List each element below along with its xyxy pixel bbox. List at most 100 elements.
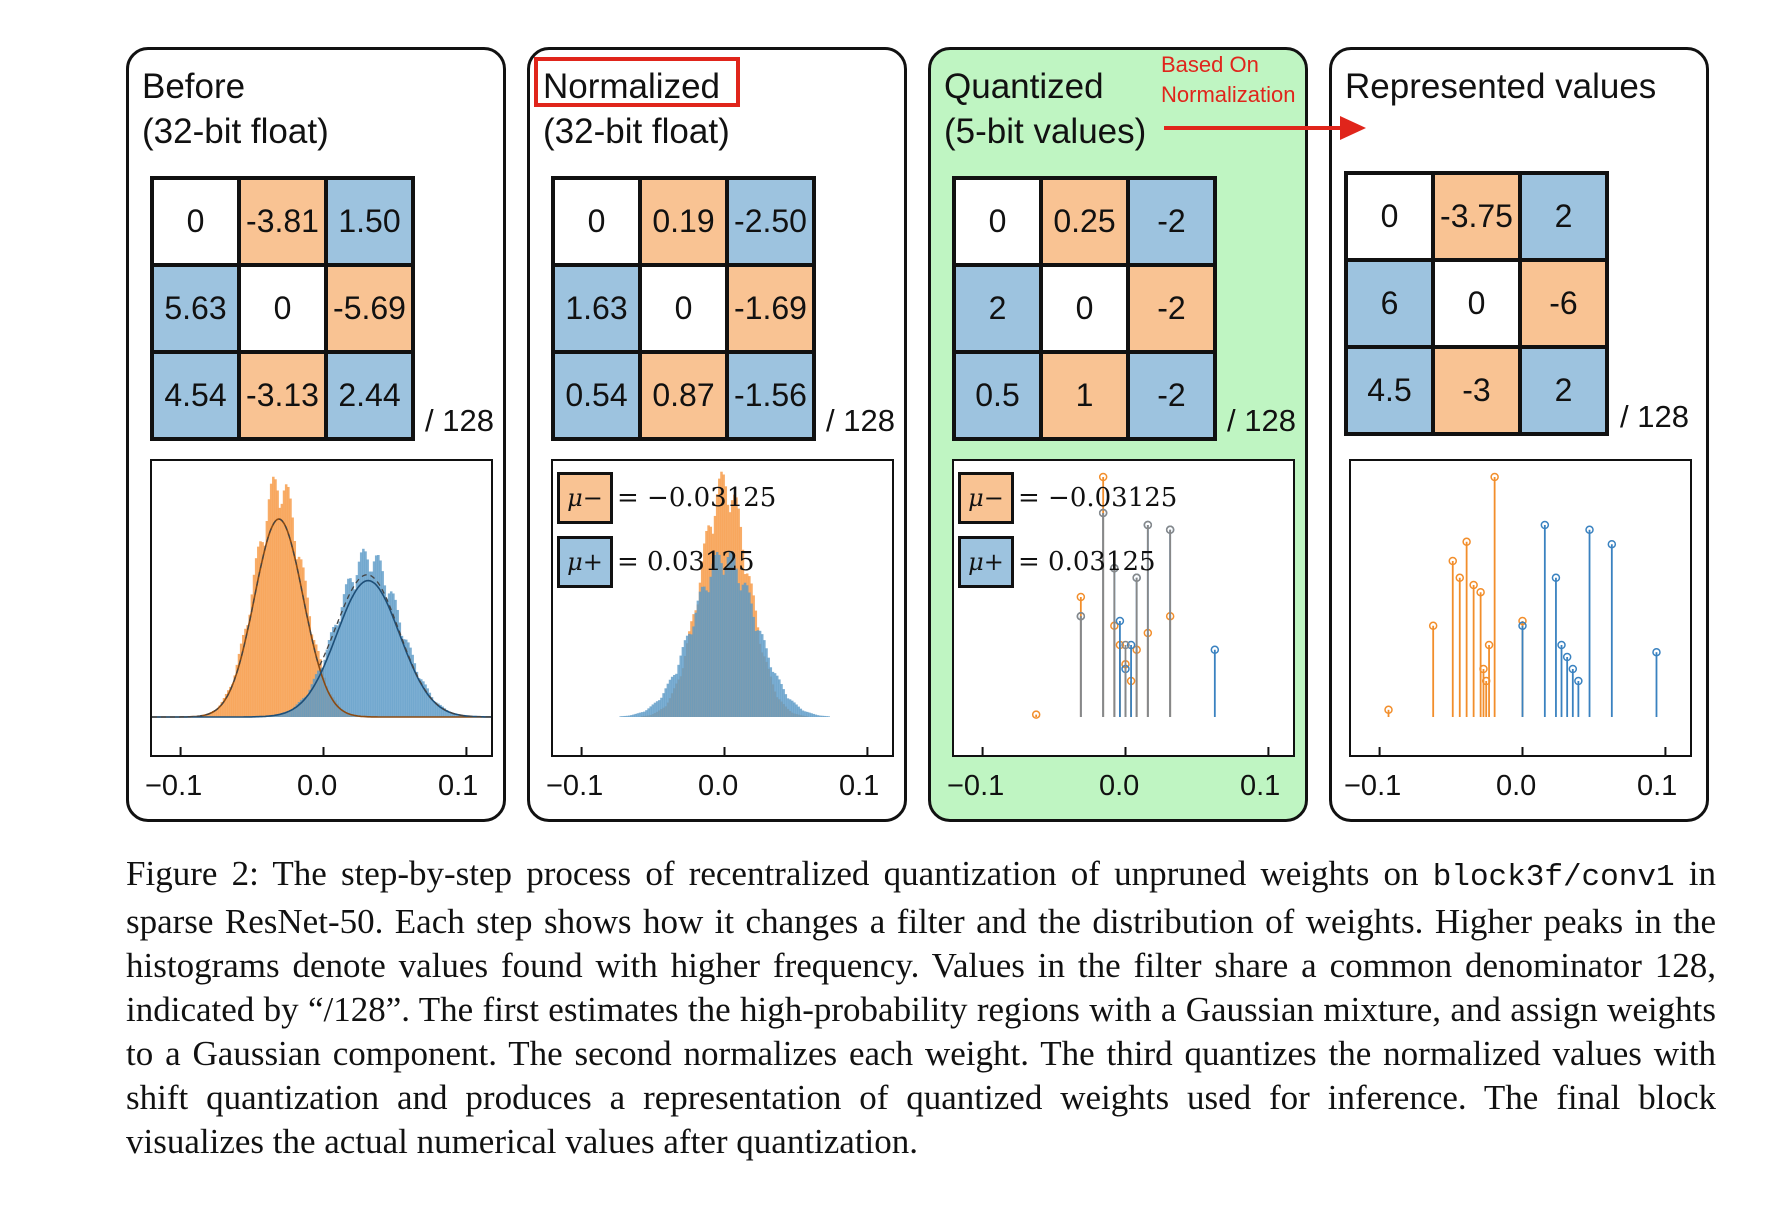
histogram-bar xyxy=(677,664,680,717)
legend-swatch-blue: μ+ xyxy=(958,536,1014,588)
histogram-bar xyxy=(739,590,743,717)
histogram-bar xyxy=(649,706,653,717)
grid-cell: 0 xyxy=(553,178,640,265)
histogram-bar xyxy=(276,490,279,717)
histogram-bar xyxy=(688,633,691,717)
x-tick-label: −0.1 xyxy=(145,770,203,802)
stem-marker xyxy=(1585,525,1594,535)
grid-cell: 5.63 xyxy=(152,265,239,352)
legend-mu-minus: μ− = −0.03125 xyxy=(557,472,776,524)
grid-cell: -5.69 xyxy=(326,265,413,352)
histogram-bar xyxy=(409,647,412,717)
histogram-bar xyxy=(619,716,622,717)
histogram-bar xyxy=(385,598,389,717)
histogram-bar xyxy=(304,696,307,717)
histogram-bar xyxy=(775,675,779,717)
histogram-bar xyxy=(265,520,269,717)
histogram-bar xyxy=(269,483,273,717)
histogram-bar xyxy=(287,710,290,717)
histogram-bar xyxy=(284,711,288,717)
histogram-bar xyxy=(227,690,230,717)
histogram-bar xyxy=(630,715,633,717)
histogram-bar xyxy=(662,693,665,717)
histogram-bar xyxy=(366,559,369,717)
grid-cell: 0 xyxy=(640,265,727,352)
filter-grid: 0 -3.81 1.50 5.63 0 -5.69 4.54 -3.13 2.44 xyxy=(150,176,415,441)
histogram-bar xyxy=(795,704,798,717)
histogram-bar xyxy=(312,639,316,717)
histogram-bar xyxy=(229,686,232,717)
histogram-bar xyxy=(242,634,245,717)
histogram-bar xyxy=(694,612,698,717)
histogram-bar xyxy=(295,559,299,717)
histogram-bar xyxy=(773,673,777,717)
stem-marker xyxy=(1484,640,1494,650)
stem-marker xyxy=(1469,580,1478,590)
grid-cell: 0 xyxy=(1346,173,1433,260)
histogram-bar xyxy=(713,555,717,717)
histogram-bar xyxy=(437,703,440,717)
histogram-bar xyxy=(304,580,307,717)
histogram-bar xyxy=(818,715,822,717)
histogram-bar xyxy=(673,674,676,717)
histogram-bar xyxy=(332,626,335,717)
stem-marker xyxy=(1076,611,1086,621)
histogram-bar xyxy=(336,625,339,717)
grid-cell: 2 xyxy=(1520,347,1607,434)
histogram-bar xyxy=(282,712,286,717)
panel-represented-values: Represented values 0 -3.75 2 6 0 -6 4.5 -3 2 / 1… xyxy=(1329,47,1709,822)
histogram-bar xyxy=(308,689,312,717)
denominator-label: / 128 xyxy=(1620,399,1689,434)
histogram-bar xyxy=(756,630,760,717)
filter-grid: 0 0.19 -2.50 1.63 0 -1.69 0.54 0.87 -1.56 xyxy=(551,176,816,441)
histogram-bar xyxy=(625,715,629,717)
grid-cell: 0.87 xyxy=(640,352,727,439)
legend-value: = 0.03125 xyxy=(617,547,755,577)
histogram-bar xyxy=(634,713,638,717)
histogram-bar xyxy=(743,582,747,717)
histogram-bar xyxy=(707,592,710,717)
histogram-bar xyxy=(696,600,700,717)
histogram-bar xyxy=(287,486,290,717)
histogram-bar xyxy=(726,557,730,717)
legend-swatch-orange: μ− xyxy=(557,472,613,524)
stem-marker xyxy=(1462,537,1471,547)
histogram-bar xyxy=(224,693,228,717)
x-tick-label: −0.1 xyxy=(1344,770,1402,802)
histogram-bar xyxy=(715,551,719,717)
histogram-bar xyxy=(711,563,715,717)
histogram-bar xyxy=(374,555,378,717)
stem-marker xyxy=(1455,573,1465,583)
x-tick-label: 0.1 xyxy=(438,770,479,802)
x-tick-label: 0.0 xyxy=(297,770,338,802)
histogram-bar xyxy=(445,710,449,717)
histogram-bar xyxy=(411,654,414,717)
filter-grid: 0 -3.75 2 6 0 -6 4.5 -3 2 xyxy=(1344,171,1609,436)
legend-swatch-blue: μ+ xyxy=(557,536,613,588)
mixture-curve xyxy=(152,518,491,718)
histogram-bar xyxy=(454,713,457,717)
histogram-bar xyxy=(415,671,419,717)
histogram-bar xyxy=(780,684,783,717)
histogram-bar xyxy=(407,642,410,717)
histogram-bar xyxy=(730,551,734,717)
histogram-bar xyxy=(239,643,243,717)
histogram-bar xyxy=(685,635,689,717)
panel-normalized: Normalized (32-bit float) 0 0.19 -2.50 1.63 0… xyxy=(527,47,907,822)
histogram-bar xyxy=(319,668,322,717)
figure-caption: Figure 2: The step-by-step process of re… xyxy=(126,854,1716,1161)
histogram-bar xyxy=(276,714,279,717)
histogram-bar xyxy=(261,542,264,717)
histogram-bar xyxy=(748,592,751,717)
histogram-bar xyxy=(628,715,631,717)
histogram-bar xyxy=(683,640,687,717)
stem-plot xyxy=(1349,459,1692,757)
histogram-bar xyxy=(340,607,344,717)
x-tick-label: 0.1 xyxy=(839,770,880,802)
stem-marker xyxy=(1143,520,1153,530)
histogram-bar xyxy=(396,609,399,717)
histogram-bar xyxy=(700,586,704,717)
histogram-bar xyxy=(353,589,357,717)
histogram-bar xyxy=(640,712,644,717)
histogram-bar xyxy=(803,711,807,717)
